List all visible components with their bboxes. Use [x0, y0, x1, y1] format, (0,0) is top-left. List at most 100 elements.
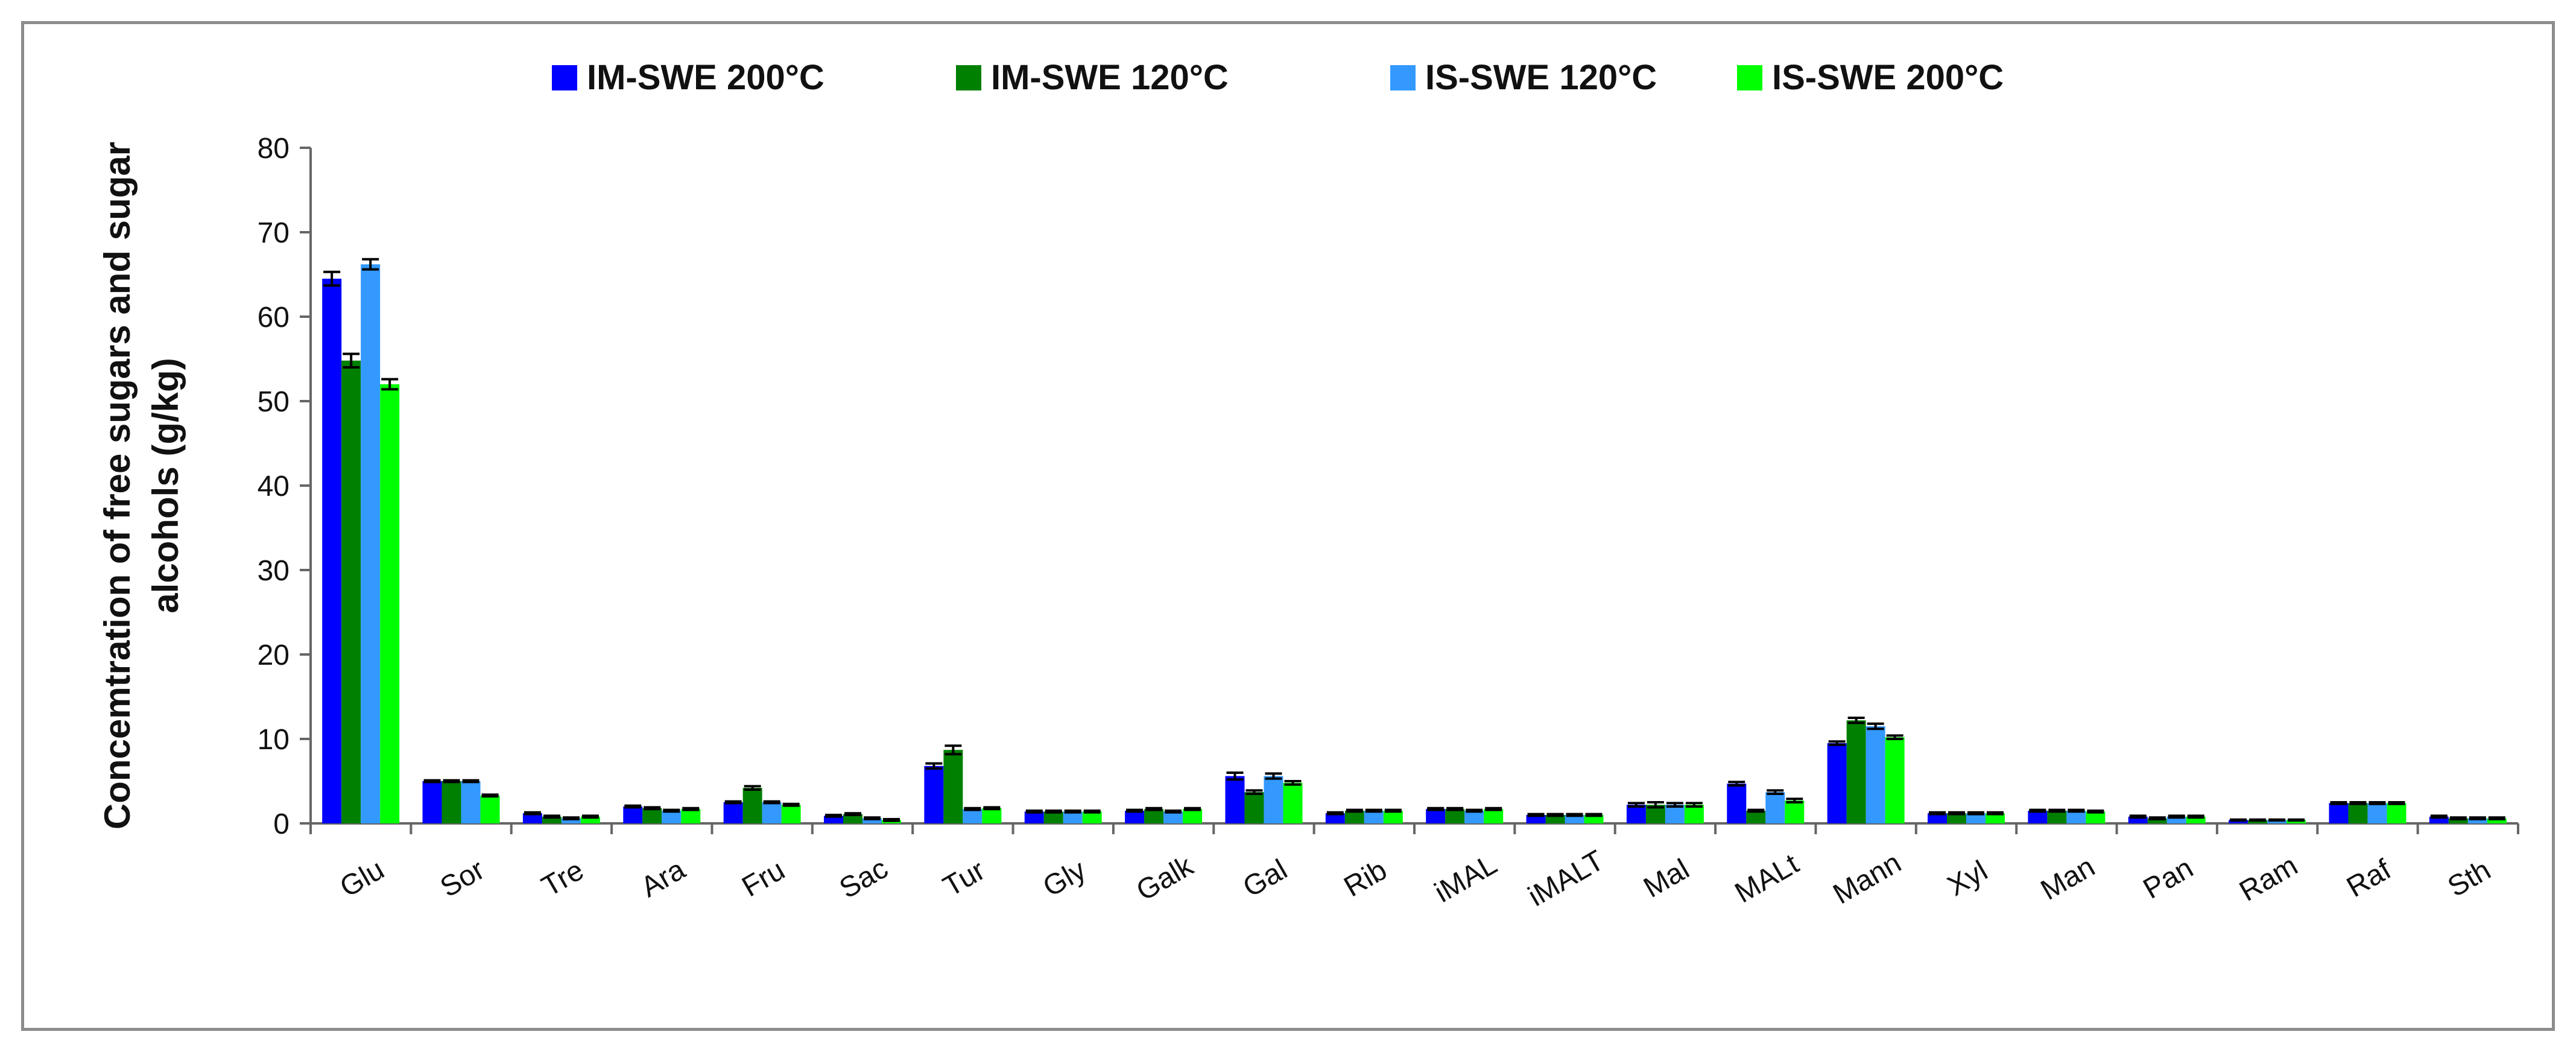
bar-Galk-3	[1183, 809, 1203, 823]
bar-Gly-1	[1043, 811, 1063, 823]
legend-item: IM-SWE 120°C	[956, 58, 1229, 97]
bar-Rib-1	[1344, 811, 1364, 823]
bar-iMALT-0	[1526, 815, 1546, 823]
x-tick-label: Sor	[435, 854, 490, 904]
bar-Mal-0	[1626, 805, 1646, 823]
bar-Tur-3	[982, 808, 1002, 823]
x-tick-label: MALt	[1730, 848, 1805, 910]
bar-MALt-0	[1727, 784, 1747, 823]
bar-Fru-0	[723, 802, 743, 823]
bar-MALt-3	[1785, 800, 1805, 823]
bar-Sac-1	[843, 814, 862, 823]
bar-Sor-1	[441, 781, 461, 823]
x-tick-label: iMALT	[1523, 844, 1610, 913]
y-axis-title-line: Concemtration of free sugars and sugar	[97, 142, 138, 829]
bar-Mal-2	[1665, 805, 1685, 823]
x-tick-label: Galk	[1131, 849, 1199, 907]
bar-Man-1	[2047, 811, 2067, 823]
bar-Fru-1	[742, 788, 762, 823]
x-tick-label: Mann	[1828, 847, 1907, 911]
x-tick-label: Pan	[2138, 852, 2198, 905]
bar-Gal-1	[1244, 792, 1264, 823]
bar-Sth-1	[2448, 818, 2468, 823]
bar-Tre-0	[522, 813, 542, 823]
bar-MALt-2	[1765, 792, 1785, 823]
bar-Fru-2	[762, 802, 782, 823]
bar-Pan-1	[2147, 818, 2167, 823]
bar-Xyl-1	[1947, 813, 1966, 823]
x-tick-label: Xyl	[1942, 855, 1993, 902]
bar-Glu-3	[380, 384, 400, 823]
y-tick-label: 20	[258, 639, 290, 671]
bar-Man-0	[2028, 811, 2048, 823]
bar-iMAL-3	[1484, 809, 1504, 823]
bar-Sth-2	[2467, 818, 2487, 823]
bar-Sth-3	[2487, 818, 2507, 823]
bar-Pan-3	[2186, 816, 2206, 823]
legend-swatch	[1390, 65, 1416, 90]
bar-Sor-3	[480, 795, 500, 823]
x-tick-label: Ram	[2234, 849, 2303, 908]
y-axis-title-line: alcohols (g/kg)	[145, 358, 186, 613]
bar-Gly-0	[1024, 811, 1044, 823]
legend: IM-SWE 200°C IM-SWE 120°C IS-SWE 120°C IS-S…	[552, 58, 2004, 97]
bar-Gal-3	[1283, 782, 1303, 823]
x-tick-label: Raf	[2341, 854, 2397, 904]
x-tick-label: Man	[2036, 851, 2100, 907]
bar-Raf-3	[2387, 803, 2407, 823]
bar-Tre-1	[542, 816, 562, 823]
bar-Sac-2	[862, 818, 882, 823]
x-tick-label: Gal	[1238, 854, 1293, 904]
y-tick-label: 80	[258, 133, 290, 165]
y-tick-label: 10	[258, 724, 290, 756]
x-tick-label: iMAL	[1429, 848, 1502, 909]
bar-Tur-1	[943, 750, 963, 823]
bar-Glu-2	[361, 264, 381, 823]
bar-Tur-2	[963, 809, 983, 823]
legend-label: IM-SWE 120°C	[991, 58, 1229, 97]
y-tick-label: 40	[258, 471, 290, 502]
bar-Ram-0	[2229, 820, 2248, 823]
bar-Xyl-0	[1928, 813, 1947, 823]
bar-Mann-1	[1846, 720, 1866, 823]
y-tick-label: 60	[258, 302, 290, 334]
legend-swatch	[552, 65, 577, 90]
legend-swatch	[956, 65, 981, 90]
bar-Ara-1	[642, 808, 662, 823]
bar-Raf-0	[2329, 803, 2349, 823]
bar-Rib-0	[1325, 813, 1345, 823]
x-tick-label: Mal	[1638, 853, 1694, 904]
bar-Galk-0	[1125, 811, 1145, 823]
bar-MALt-1	[1746, 811, 1766, 823]
bar-Gal-2	[1264, 776, 1283, 823]
bar-Gal-0	[1225, 776, 1245, 823]
bar-Sor-2	[461, 781, 481, 823]
bar-Mal-3	[1684, 805, 1704, 823]
bar-Tre-3	[580, 816, 600, 823]
bar-iMAL-2	[1464, 811, 1484, 823]
bar-Ara-0	[623, 806, 643, 823]
y-tick-label: 30	[258, 555, 290, 587]
bar-Ara-2	[662, 811, 682, 823]
bar-Xyl-2	[1966, 813, 1986, 823]
x-tick-label: Glu	[335, 854, 390, 904]
bar-Raf-2	[2367, 803, 2387, 823]
bar-Rib-3	[1383, 811, 1403, 823]
bar-Sor-0	[422, 781, 442, 823]
x-tick-label: Fru	[736, 854, 790, 904]
bar-iMAL-0	[1426, 809, 1446, 823]
bar-Ram-3	[2286, 820, 2306, 823]
x-tick-label: Rib	[1339, 854, 1393, 904]
bar-iMALT-1	[1545, 815, 1565, 823]
legend-item: IS-SWE 120°C	[1390, 58, 1657, 97]
bar-Ram-1	[2248, 820, 2268, 823]
bar-Tur-0	[924, 765, 944, 823]
bar-Glu-0	[322, 279, 342, 823]
bar-Ara-3	[681, 809, 701, 823]
legend-label: IS-SWE 200°C	[1772, 58, 2004, 97]
bar-Tre-2	[561, 818, 581, 823]
bar-iMALT-3	[1584, 815, 1604, 823]
bar-Fru-3	[781, 805, 801, 823]
bar-Rib-2	[1364, 811, 1384, 823]
legend-item: IS-SWE 200°C	[1737, 58, 2004, 97]
